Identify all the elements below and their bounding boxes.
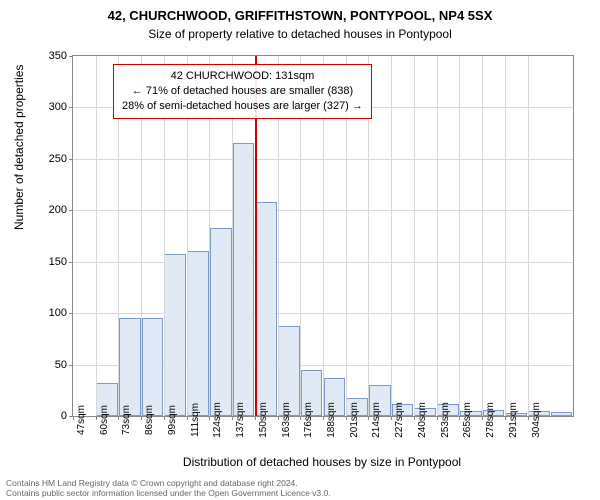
- x-tick-mark: [437, 416, 438, 420]
- histogram-bar: [255, 202, 277, 416]
- gridline-v: [414, 56, 415, 416]
- y-tick-mark: [69, 56, 73, 57]
- y-tick-label: 300: [37, 101, 67, 113]
- footer-attribution: Contains HM Land Registry data © Crown c…: [6, 478, 331, 498]
- x-tick-mark: [255, 416, 256, 420]
- x-tick-mark: [232, 416, 233, 420]
- x-tick-mark: [73, 416, 74, 420]
- y-tick-label: 250: [37, 153, 67, 165]
- x-tick-label: 137sqm: [235, 402, 246, 438]
- gridline-v: [505, 56, 506, 416]
- x-tick-label: 291sqm: [508, 402, 519, 438]
- histogram-bar: [119, 318, 141, 416]
- y-tick-label: 150: [37, 256, 67, 268]
- histogram-bar: [142, 318, 164, 416]
- x-tick-mark: [209, 416, 210, 420]
- y-tick-label: 100: [37, 307, 67, 319]
- x-tick-label: 86sqm: [144, 405, 155, 435]
- x-tick-label: 227sqm: [394, 402, 405, 438]
- x-tick-label: 265sqm: [462, 402, 473, 438]
- x-tick-label: 124sqm: [212, 402, 223, 438]
- x-tick-label: 47sqm: [76, 405, 87, 435]
- chart-title: 42, CHURCHWOOD, GRIFFITHSTOWN, PONTYPOOL…: [0, 0, 600, 25]
- gridline-v: [391, 56, 392, 416]
- histogram-bar: [164, 254, 186, 417]
- x-tick-mark: [505, 416, 506, 420]
- x-tick-mark: [482, 416, 483, 420]
- x-tick-label: 73sqm: [121, 405, 132, 435]
- x-tick-mark: [459, 416, 460, 420]
- gridline-v: [437, 56, 438, 416]
- y-tick-label: 50: [37, 359, 67, 371]
- x-axis-label: Distribution of detached houses by size …: [72, 455, 572, 469]
- x-tick-label: 188sqm: [326, 402, 337, 438]
- y-tick-label: 200: [37, 204, 67, 216]
- chart-container: 42, CHURCHWOOD, GRIFFITHSTOWN, PONTYPOOL…: [0, 0, 600, 500]
- y-tick-label: 0: [37, 410, 67, 422]
- annotation-line3: 28% of semi-detached houses are larger (…: [122, 99, 363, 114]
- x-tick-label: 240sqm: [417, 402, 428, 438]
- y-tick-mark: [69, 365, 73, 366]
- y-tick-mark: [69, 210, 73, 211]
- x-tick-label: 201sqm: [349, 402, 360, 438]
- y-tick-mark: [69, 159, 73, 160]
- x-tick-mark: [528, 416, 529, 420]
- gridline-v: [96, 56, 97, 416]
- x-tick-mark: [96, 416, 97, 420]
- x-tick-mark: [187, 416, 188, 420]
- x-tick-label: 176sqm: [303, 402, 314, 438]
- footer-line1: Contains HM Land Registry data © Crown c…: [6, 478, 331, 488]
- gridline-v: [459, 56, 460, 416]
- x-tick-label: 214sqm: [371, 402, 382, 438]
- y-tick-mark: [69, 107, 73, 108]
- histogram-bar: [187, 251, 209, 416]
- annotation-line2: ← 71% of detached houses are smaller (83…: [122, 84, 363, 99]
- x-tick-mark: [346, 416, 347, 420]
- x-tick-mark: [118, 416, 119, 420]
- x-tick-label: 304sqm: [531, 402, 542, 438]
- x-tick-mark: [141, 416, 142, 420]
- x-tick-mark: [414, 416, 415, 420]
- x-tick-label: 163sqm: [281, 402, 292, 438]
- annotation-box: 42 CHURCHWOOD: 131sqm ← 71% of detached …: [113, 64, 372, 119]
- x-tick-label: 253sqm: [440, 402, 451, 438]
- x-tick-label: 99sqm: [167, 405, 178, 435]
- histogram-bar: [551, 412, 573, 416]
- x-tick-mark: [164, 416, 165, 420]
- y-tick-mark: [69, 313, 73, 314]
- x-tick-mark: [300, 416, 301, 420]
- gridline-v: [528, 56, 529, 416]
- x-tick-label: 150sqm: [258, 402, 269, 438]
- x-tick-mark: [368, 416, 369, 420]
- x-tick-mark: [323, 416, 324, 420]
- x-tick-label: 278sqm: [485, 402, 496, 438]
- gridline-v: [482, 56, 483, 416]
- chart-subtitle: Size of property relative to detached ho…: [0, 25, 600, 41]
- annotation-line1: 42 CHURCHWOOD: 131sqm: [122, 69, 363, 84]
- plot-area: 05010015020025030035047sqm60sqm73sqm86sq…: [72, 55, 574, 417]
- x-tick-label: 111sqm: [190, 403, 201, 437]
- x-tick-label: 60sqm: [99, 405, 110, 435]
- footer-line2: Contains public sector information licen…: [6, 488, 331, 498]
- y-axis-label: Number of detached properties: [12, 65, 26, 230]
- y-tick-label: 350: [37, 50, 67, 62]
- histogram-bar: [210, 228, 232, 416]
- histogram-bar: [233, 143, 255, 416]
- x-tick-mark: [391, 416, 392, 420]
- y-tick-mark: [69, 262, 73, 263]
- x-tick-mark: [278, 416, 279, 420]
